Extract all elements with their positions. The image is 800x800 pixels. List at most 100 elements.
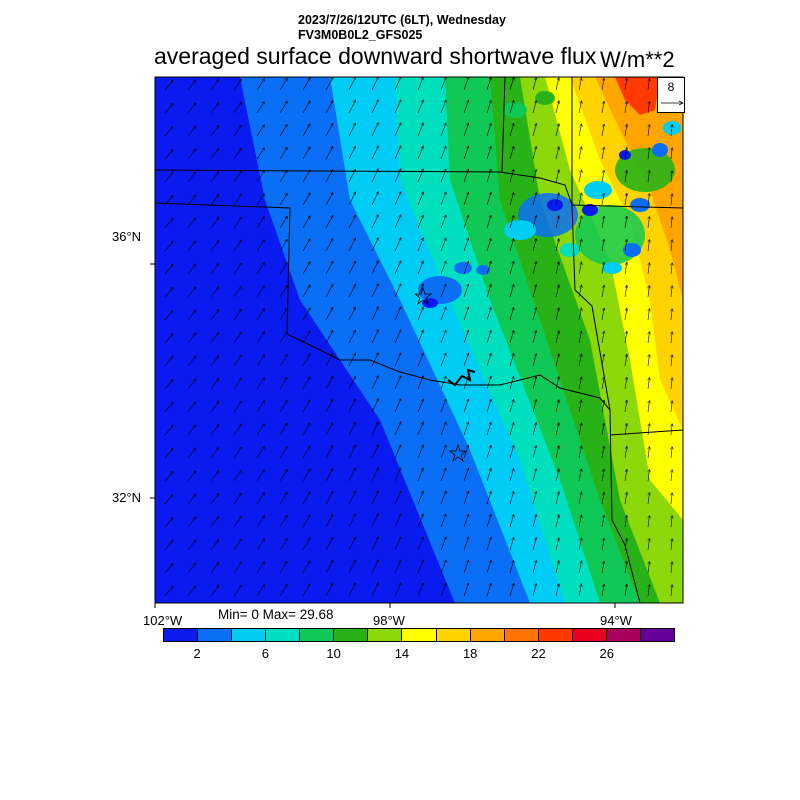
wind-vector-arrow bbox=[463, 399, 469, 413]
wind-vector-arrow bbox=[671, 401, 672, 413]
wind-vector-arrow bbox=[348, 583, 357, 597]
wind-vector-arrow bbox=[417, 445, 424, 459]
model-name-label: FV3M0B0L2_GFS025 bbox=[298, 28, 423, 42]
wind-vector-arrow bbox=[348, 261, 357, 275]
wind-vector-arrow bbox=[601, 78, 604, 91]
wind-vector-arrow bbox=[648, 400, 650, 413]
colorbar-swatch bbox=[469, 629, 504, 641]
wind-vector-arrow bbox=[210, 286, 219, 298]
wind-vector-arrow bbox=[164, 103, 173, 114]
wind-vector-arrow bbox=[648, 170, 650, 183]
wind-vector-arrow bbox=[279, 377, 287, 390]
wind-vector-arrow bbox=[648, 308, 650, 321]
cloud-patches bbox=[418, 91, 681, 308]
wind-vector-arrow bbox=[187, 356, 196, 367]
wind-vector-arrow bbox=[509, 307, 514, 321]
wind-vector-arrow bbox=[601, 400, 604, 413]
wind-vector-arrow bbox=[371, 422, 379, 436]
wind-vector-arrow bbox=[348, 215, 357, 229]
wind-vector-arrow bbox=[463, 100, 469, 114]
lat-label-32: 32°N bbox=[112, 490, 142, 505]
wind-vector-arrow bbox=[371, 169, 379, 183]
wind-vector-arrow bbox=[394, 422, 401, 436]
wind-vector-arrow bbox=[440, 537, 446, 551]
wind-vector-arrow bbox=[601, 377, 604, 390]
wind-vector-arrow bbox=[648, 331, 650, 344]
wind-vector-arrow bbox=[578, 285, 582, 298]
colorbar-tick-label: 18 bbox=[462, 646, 478, 661]
colorbar-swatch bbox=[503, 629, 538, 641]
wind-vector-arrow bbox=[555, 331, 559, 344]
wind-vector-arrow bbox=[233, 562, 242, 574]
colorbar-swatch bbox=[367, 629, 402, 641]
wind-vector-arrow bbox=[187, 586, 196, 597]
wind-vector-arrow bbox=[486, 583, 491, 597]
wind-vector-arrow bbox=[302, 216, 310, 229]
wind-vector-arrow bbox=[210, 585, 219, 597]
wind-vector-arrow bbox=[671, 378, 672, 390]
wind-vector-arrow bbox=[601, 561, 604, 574]
wind-vector-arrow bbox=[555, 285, 559, 298]
wind-vector-arrow bbox=[302, 492, 310, 505]
wind-vector-arrow bbox=[233, 102, 242, 114]
wind-vector-arrow bbox=[187, 379, 196, 390]
wind-vector-arrow bbox=[509, 238, 514, 252]
wind-vector-arrow bbox=[348, 77, 356, 91]
wind-vector-arrow bbox=[671, 470, 672, 482]
wind-vector-arrow bbox=[210, 263, 219, 275]
wind-vector-arrow bbox=[578, 515, 582, 528]
wind-vector-arrow bbox=[417, 330, 424, 344]
wind-vector-arrow bbox=[624, 446, 627, 459]
wind-vector-arrow bbox=[325, 238, 333, 252]
wind-vector-arrow bbox=[164, 149, 173, 160]
wind-vector-arrow bbox=[624, 492, 627, 505]
wind-vector-arrow bbox=[463, 330, 469, 344]
wind-vector-arrow bbox=[187, 425, 196, 436]
wind-vector-arrow bbox=[348, 353, 357, 367]
wind-vector-arrow bbox=[463, 215, 469, 229]
wind-vector-arrow bbox=[486, 169, 491, 183]
wind-vector-arrow bbox=[164, 241, 173, 252]
wind-vector-arrow bbox=[210, 148, 219, 160]
wind-vector-arrow bbox=[601, 124, 604, 137]
wind-vector-arrow bbox=[440, 123, 446, 137]
wind-vector-arrow bbox=[371, 146, 379, 160]
wind-vector-arrow bbox=[371, 307, 379, 321]
wind-vector-arrow bbox=[555, 193, 559, 206]
wind-vector-arrow bbox=[509, 514, 514, 528]
wind-vector-arrow bbox=[555, 469, 559, 482]
wind-vector-arrow bbox=[233, 493, 242, 505]
wind-vector-arrow bbox=[532, 307, 536, 321]
wind-vector-arrow bbox=[394, 399, 401, 413]
wind-vector-arrow bbox=[509, 491, 514, 505]
wind-vector-arrow bbox=[164, 586, 173, 597]
wind-vector-arrow bbox=[532, 491, 536, 505]
wind-vector-arrow bbox=[486, 284, 491, 298]
wind-vector-arrow bbox=[256, 79, 265, 91]
wind-vector-arrow bbox=[578, 331, 582, 344]
wind-vector-arrow bbox=[601, 515, 604, 528]
wind-vector-arrow bbox=[302, 584, 310, 597]
wind-vector-arrow bbox=[371, 399, 379, 413]
wind-vector-arrow bbox=[325, 445, 333, 459]
wind-vector-arrow bbox=[417, 261, 424, 275]
wind-vector-arrow bbox=[624, 285, 627, 298]
wind-vector-arrow bbox=[394, 169, 401, 183]
wind-vector-arrow bbox=[440, 192, 446, 206]
wind-vector-arrow bbox=[601, 423, 604, 436]
wind-vector-arrow bbox=[671, 355, 672, 367]
wind-vector-arrow bbox=[233, 240, 242, 252]
wind-vector-arrow bbox=[164, 333, 173, 344]
wind-vector-arrow bbox=[325, 422, 333, 436]
wind-vector-arrow bbox=[555, 239, 559, 252]
wind-vector-arrow bbox=[601, 285, 604, 298]
wind-vector-arrow bbox=[394, 238, 401, 252]
run-time-label: 2023/7/26/12UTC (6LT), Wednesday bbox=[298, 13, 506, 27]
wind-vector-arrow bbox=[348, 537, 357, 551]
wind-vector-arrow bbox=[256, 194, 265, 206]
wind-vector-arrow bbox=[509, 284, 514, 298]
wind-vector-arrow bbox=[325, 353, 333, 367]
wind-vector-arrow bbox=[187, 80, 196, 91]
wind-vector-arrow bbox=[555, 354, 559, 367]
